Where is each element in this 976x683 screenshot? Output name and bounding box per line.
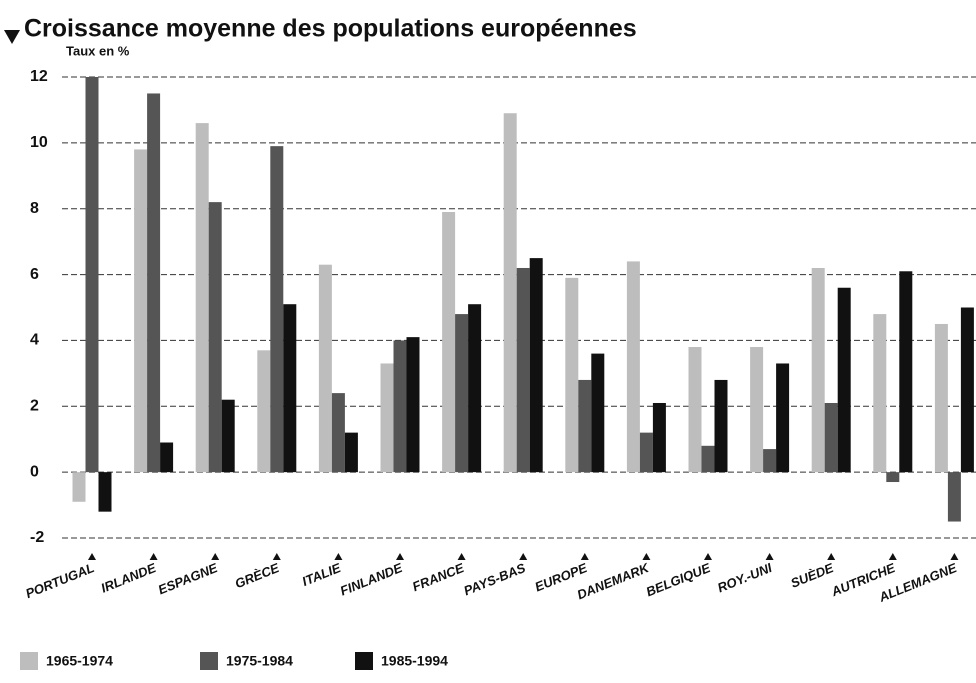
category-marker [580, 553, 589, 560]
bar [811, 267, 825, 473]
bar [934, 323, 948, 473]
bar [565, 277, 579, 473]
x-tick-label: BELGIQUE [644, 560, 713, 599]
y-tick-label: 10 [30, 134, 48, 151]
y-tick-label: -2 [30, 529, 44, 546]
category-marker [827, 553, 836, 560]
legend-label: 1965-1974 [46, 653, 113, 669]
bar [837, 287, 851, 473]
bar [886, 472, 900, 483]
category-marker [334, 553, 343, 560]
bar [578, 379, 592, 473]
bar [221, 399, 235, 473]
legend-label: 1985-1994 [381, 653, 448, 669]
bar [503, 113, 517, 473]
x-tick-label: ITALIE [300, 560, 343, 589]
bar [873, 314, 887, 473]
bar [331, 393, 345, 473]
y-tick-label: 8 [30, 200, 39, 217]
bar [270, 146, 284, 473]
bar [195, 123, 209, 473]
bar [626, 261, 640, 473]
bar [318, 264, 332, 473]
category-marker [888, 553, 897, 560]
bar [380, 363, 394, 473]
x-tick-label: PAYS-BAS [461, 560, 527, 598]
bar [824, 402, 838, 473]
category-marker [272, 553, 281, 560]
legend-swatch [355, 652, 373, 670]
y-tick-label: 0 [30, 463, 39, 480]
title-marker [4, 30, 20, 44]
bar [960, 307, 974, 473]
bar [701, 445, 715, 473]
x-tick-label: PORTUGAL [23, 560, 96, 601]
bar [639, 432, 653, 473]
bar [591, 353, 605, 473]
bar [750, 347, 764, 473]
bar [283, 304, 297, 473]
bar [98, 472, 112, 512]
category-marker [519, 553, 528, 560]
bar [652, 402, 666, 473]
legend-label: 1975-1984 [226, 653, 293, 669]
bar [85, 77, 99, 473]
x-tick-label: DANEMARK [575, 559, 652, 602]
category-marker [149, 553, 158, 560]
x-tick-label: FINLANDE [338, 560, 405, 599]
y-tick-label: 6 [30, 266, 39, 283]
bar [406, 337, 420, 473]
x-tick-label: IRLANDE [99, 560, 158, 596]
y-tick-label: 12 [30, 68, 48, 85]
bar [899, 271, 913, 473]
bar [776, 363, 790, 473]
bar [468, 304, 482, 473]
category-marker [642, 553, 651, 560]
category-marker [88, 553, 96, 560]
category-marker [950, 553, 959, 560]
x-tick-label: GRÈCE [233, 560, 282, 591]
category-marker [211, 553, 220, 560]
bar [160, 442, 174, 473]
bar [393, 340, 407, 473]
bar [947, 472, 961, 522]
category-marker [457, 553, 466, 560]
bar [455, 314, 469, 473]
bar [529, 258, 543, 473]
legend-swatch [20, 652, 38, 670]
x-tick-label: ROY.-UNI [715, 560, 774, 596]
bar [257, 350, 271, 473]
bar [147, 93, 161, 473]
y-axis-label: Taux en % [66, 43, 130, 58]
bar [714, 379, 728, 473]
bar [688, 347, 702, 473]
category-marker [765, 553, 774, 560]
chart-title: Croissance moyenne des populations europ… [24, 15, 637, 43]
bar [763, 449, 777, 473]
y-tick-label: 4 [30, 332, 39, 349]
bar [516, 267, 530, 473]
bar [72, 472, 86, 502]
bar [344, 432, 358, 473]
legend-swatch [200, 652, 218, 670]
category-marker [396, 553, 404, 560]
bar [442, 212, 456, 473]
bar [134, 149, 148, 473]
x-tick-label: ESPAGNE [156, 560, 220, 597]
x-tick-label: FRANCE [410, 560, 466, 594]
bar [208, 202, 222, 473]
y-tick-label: 2 [30, 398, 39, 415]
category-marker [704, 553, 712, 560]
